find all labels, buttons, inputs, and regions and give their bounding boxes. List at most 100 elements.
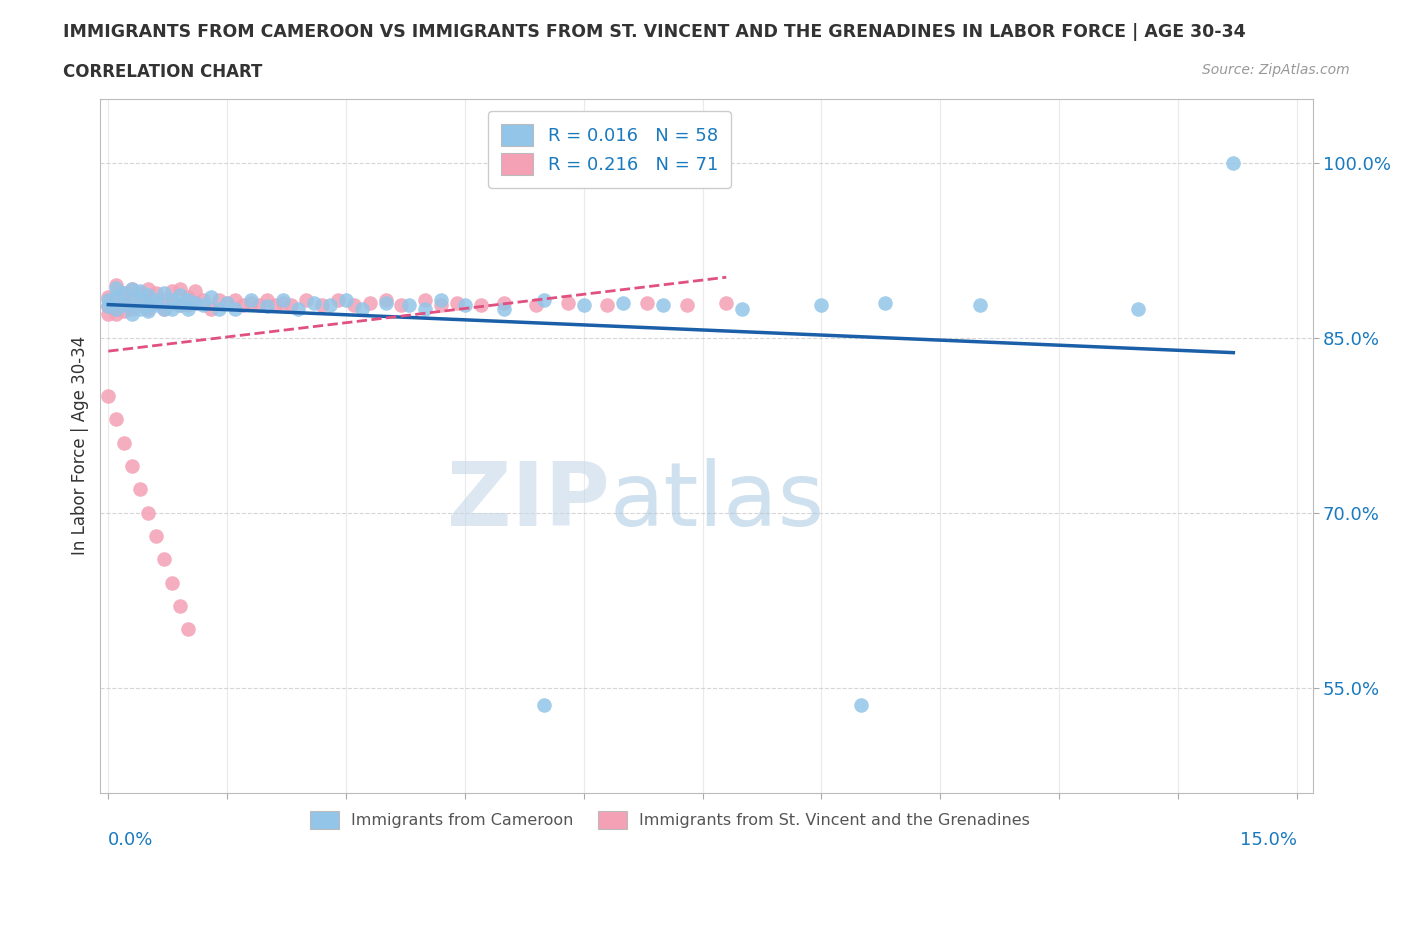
Point [112,298,135,312]
Point [129,301,152,316]
Text: IMMIGRANTS FROM CAMEROON VS IMMIGRANTS FROM ST. VINCENT AND THE GRENADINES IN LA: IMMIGRANTS FROM CAMEROON VS IMMIGRANTS F… [63,23,1246,41]
Point [533,293,555,308]
Text: atlas: atlas [609,458,824,545]
Point [160,575,183,590]
Point [136,301,159,316]
Point [121,282,143,297]
Point [271,293,294,308]
Point [247,298,270,312]
Point [145,298,167,312]
Point [636,296,658,311]
Point [136,298,159,312]
Point [263,298,285,312]
Point [524,298,547,312]
Point [335,293,357,308]
Point [97,293,120,308]
Point [112,435,135,450]
Point [136,287,159,302]
Point [200,289,222,304]
Point [129,292,152,307]
Point [136,505,159,520]
Point [152,286,174,301]
Point [271,296,294,311]
Point [343,298,366,312]
Point [193,293,215,308]
Point [430,293,453,308]
Point [152,301,174,316]
Point [121,458,143,473]
Point [121,293,143,308]
Point [169,282,191,297]
Point [224,301,246,316]
Point [413,293,436,308]
Point [557,296,579,311]
Point [494,296,516,311]
Point [280,298,302,312]
Point [121,296,143,311]
Point [319,298,342,312]
Point [716,296,738,311]
Point [112,296,135,311]
Point [169,298,191,312]
Point [217,296,239,311]
Point [97,299,120,313]
Point [145,528,167,543]
Point [295,293,318,308]
Point [232,298,254,312]
Point [184,296,207,311]
Point [193,298,215,312]
Point [217,296,239,311]
Point [398,298,420,312]
Point [105,278,128,293]
Point [596,298,619,312]
Point [413,301,436,316]
Point [1222,155,1244,170]
Point [446,296,468,311]
Point [160,293,183,308]
Point [121,307,143,322]
Point [112,303,135,318]
Point [572,298,595,312]
Point [112,286,135,301]
Point [121,301,143,316]
Point [169,298,191,312]
Point [731,301,754,316]
Text: ZIP: ZIP [447,458,609,545]
Point [97,289,120,304]
Point [374,296,396,311]
Point [136,303,159,318]
Point [176,289,198,304]
Point [129,286,152,301]
Point [350,301,373,316]
Point [200,301,222,316]
Point [105,289,128,304]
Point [160,296,183,311]
Point [105,280,128,295]
Y-axis label: In Labor Force | Age 30-34: In Labor Force | Age 30-34 [72,336,89,555]
Point [304,296,326,311]
Legend: Immigrants from Cameroon, Immigrants from St. Vincent and the Grenadines: Immigrants from Cameroon, Immigrants fro… [302,804,1038,837]
Point [359,296,381,311]
Point [184,296,207,311]
Point [454,298,477,312]
Text: 0.0%: 0.0% [108,830,153,849]
Point [311,298,333,312]
Point [208,293,231,308]
Point [224,293,246,308]
Text: 15.0%: 15.0% [1240,830,1296,849]
Point [152,551,174,566]
Point [430,298,453,312]
Point [145,293,167,308]
Point [326,293,349,308]
Point [105,307,128,322]
Point [152,293,174,308]
Point [145,286,167,301]
Text: CORRELATION CHART: CORRELATION CHART [63,63,263,81]
Point [160,284,183,299]
Point [160,301,183,316]
Point [470,298,492,312]
Point [256,293,278,308]
Point [105,301,128,316]
Point [810,298,832,312]
Point [97,307,120,322]
